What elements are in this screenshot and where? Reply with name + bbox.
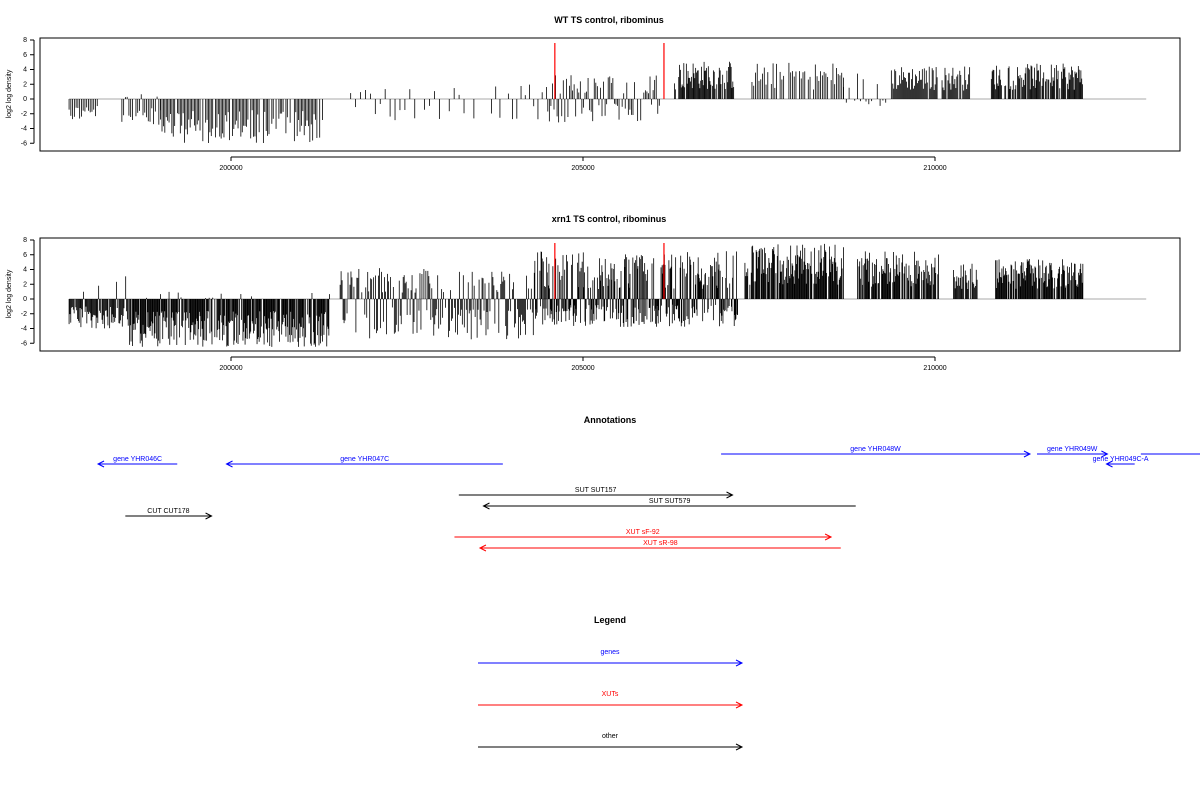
legend-items: genes XUTs other: [478, 649, 744, 751]
xrn1-y-tick-label: 2: [23, 281, 27, 288]
feature-xut: XUT sF-92: [454, 529, 833, 541]
feature-arrows: gene YHR046C gene YHR047C gene YHR048W gene…: [96, 446, 1200, 552]
annotations-track: Annotations gene YHR046C gene YHR047Cgene…: [96, 415, 1200, 552]
wt-y-tick-label: 6: [23, 52, 27, 59]
legend-label: XUTs: [602, 691, 619, 698]
xrn1-x-axis: 200000 205000 210000: [219, 356, 947, 372]
feature-label: gene YHR046C: [113, 456, 162, 463]
wt-y-axis-label: log2 log density: [6, 69, 13, 118]
arrow-head-icon: [824, 533, 833, 541]
feature-label: gene YHR047C: [340, 456, 389, 463]
feature-gene: gene YHR046C: [96, 456, 178, 468]
xrn1-y-axis: 8 6 4 2 0 -2 -4 -6: [21, 237, 35, 347]
legend-title: Legend: [594, 615, 626, 625]
xrn1-y-tick-label: 0: [23, 296, 27, 303]
wt-x-tick-label: 210000: [923, 165, 946, 172]
xrn1-density-panel: xrn1 TS control, ribominus log2 log dens…: [6, 214, 1181, 372]
arrow-head-icon: [205, 512, 213, 520]
feature-other: CUT CUT178: [125, 508, 213, 520]
annotations-title: Annotations: [584, 415, 637, 425]
feature-other: SUT SUT579: [482, 498, 856, 510]
wt-y-tick-label: -2: [21, 111, 27, 118]
wt-x-tick-label: 205000: [571, 165, 594, 172]
xrn1-region-markers: [554, 243, 665, 299]
feature-xut: XUT sR-98: [478, 540, 841, 552]
xrn1-y-tick-label: 8: [23, 237, 27, 244]
legend-label: other: [602, 733, 619, 740]
feature-label: SUT SUT157: [575, 487, 617, 494]
xrn1-y-tick-label: 4: [23, 267, 27, 274]
arrow-head-icon: [735, 743, 744, 751]
wt-x-axis: 200000 205000 210000: [219, 156, 947, 172]
wt-y-axis: 8 6 4 2 0 -2 -4 -6: [21, 37, 35, 147]
arrow-head-icon: [726, 491, 734, 499]
legend: Legend genes XUTs other: [478, 615, 744, 751]
xrn1-y-tick-label: -6: [21, 340, 27, 347]
arrow-head-icon: [1105, 460, 1113, 468]
wt-y-tick-label: 8: [23, 37, 27, 44]
xrn1-x-tick-label: 205000: [571, 365, 594, 372]
legend-item-gene: genes: [478, 649, 744, 667]
wt-panel-title: WT TS control, ribominus: [554, 15, 664, 25]
legend-item-xut: XUTs: [478, 691, 744, 709]
xrn1-density-bars: [68, 243, 1084, 347]
wt-y-tick-label: 2: [23, 81, 27, 88]
xrn1-y-tick-label: -4: [21, 326, 27, 333]
arrow-head-icon: [225, 460, 233, 468]
arrow-head-icon: [735, 701, 744, 709]
feature-label: CUT CUT178: [147, 508, 189, 515]
legend-label: genes: [600, 649, 620, 656]
feature-label: gene YHR049C-A: [1093, 456, 1149, 463]
feature-label: XUT sR-98: [643, 540, 678, 547]
arrow-head-icon: [482, 502, 490, 510]
feature-other: SUT SUT157: [458, 487, 734, 499]
xrn1-x-tick-label: 200000: [219, 365, 242, 372]
legend-item-other: other: [478, 733, 744, 751]
wt-density-bars: [68, 61, 1083, 144]
feature-label: gene YHR049W: [1047, 446, 1098, 453]
feature-gene: gene YHR050W: [1140, 453, 1200, 455]
xrn1-y-tick-label: 6: [23, 252, 27, 259]
feature-label: SUT SUT579: [649, 498, 691, 505]
feature-label: gene YHR048W: [850, 446, 901, 453]
wt-y-tick-label: 4: [23, 67, 27, 74]
arrow-head-icon: [1023, 450, 1032, 458]
arrow-head-icon: [735, 659, 744, 667]
xrn1-panel-title: xrn1 TS control, ribominus: [552, 214, 667, 224]
wt-y-tick-label: -4: [21, 126, 27, 133]
wt-region-markers: [554, 43, 665, 99]
wt-density-panel: WT TS control, ribominus log2 log densit…: [6, 15, 1181, 172]
arrow-head-icon: [1101, 450, 1109, 458]
wt-x-tick-label: 200000: [219, 165, 242, 172]
feature-gene: gene YHR049C-A: [1093, 456, 1149, 468]
xrn1-plot-frame: [39, 237, 1181, 352]
wt-y-tick-label: -6: [21, 140, 27, 147]
feature-gene: gene YHR047C: [225, 456, 503, 468]
arrow-head-icon: [478, 544, 487, 552]
xrn1-y-tick-label: -2: [21, 311, 27, 318]
feature-gene: gene YHR048W: [721, 446, 1032, 458]
wt-y-tick-label: 0: [23, 96, 27, 103]
xrn1-x-tick-label: 210000: [923, 365, 946, 372]
feature-gene: gene YHR049W: [1037, 446, 1109, 458]
feature-label: XUT sF-92: [626, 529, 660, 536]
arrow-head-icon: [96, 460, 105, 468]
wt-plot-frame: [39, 37, 1181, 152]
xrn1-y-axis-label: log2 log density: [6, 269, 13, 318]
